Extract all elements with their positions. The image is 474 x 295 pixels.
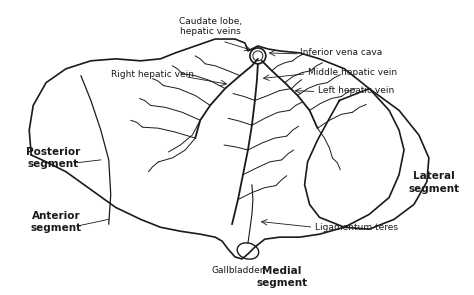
Text: Anterior
segment: Anterior segment [30, 211, 82, 233]
Polygon shape [29, 39, 404, 259]
Text: Lateral
segment: Lateral segment [408, 171, 459, 194]
Text: Ligamentum teres: Ligamentum teres [315, 223, 398, 232]
Polygon shape [305, 88, 429, 229]
Text: Caudate lobe,
hepatic veins: Caudate lobe, hepatic veins [179, 17, 242, 36]
Text: Inferior vena cava: Inferior vena cava [300, 48, 382, 58]
Text: Gallbladder: Gallbladder [212, 266, 264, 275]
Text: Medial
segment: Medial segment [256, 266, 307, 288]
Text: Middle hepatic vein: Middle hepatic vein [308, 68, 397, 77]
Text: Posterior
segment: Posterior segment [26, 147, 80, 169]
Text: Left hepatic vein: Left hepatic vein [318, 86, 394, 95]
Text: Right hepatic vein: Right hepatic vein [111, 70, 194, 79]
